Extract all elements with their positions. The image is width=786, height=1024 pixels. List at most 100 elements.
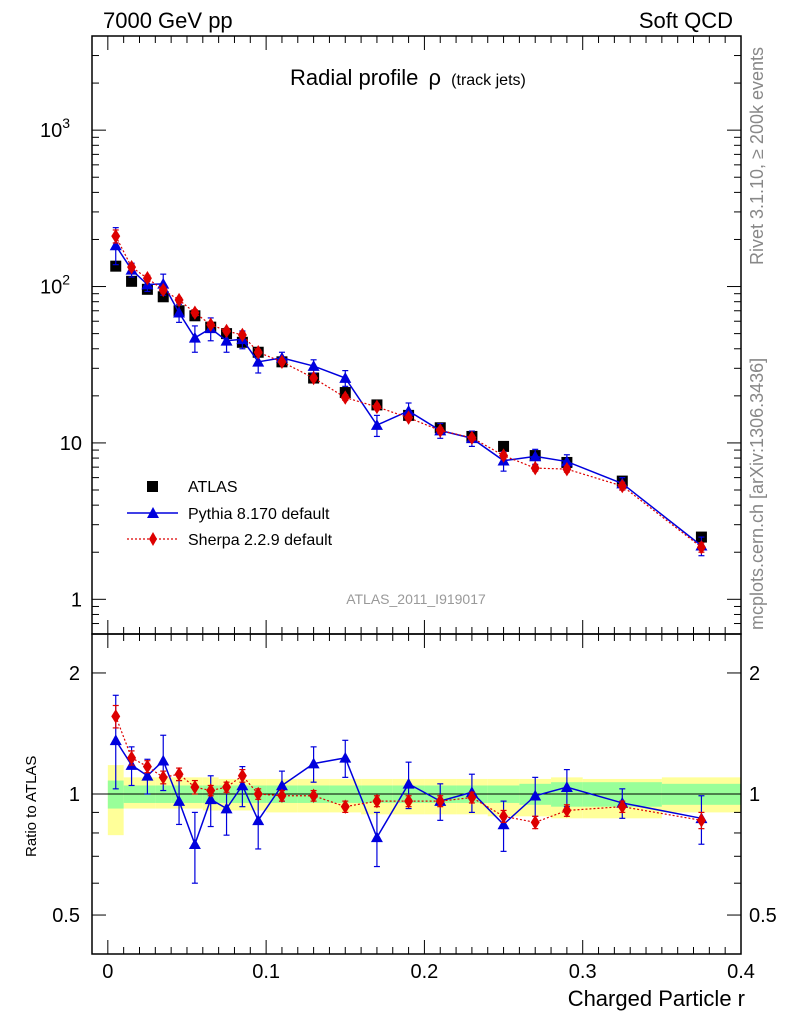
data-point-triangle: [204, 793, 217, 805]
x-axis-label: Charged Particle r: [568, 986, 745, 1011]
x-tick-label: 0: [102, 961, 113, 983]
y-tick-label: 10: [60, 433, 82, 455]
y-tick-label: 102: [40, 272, 70, 299]
data-point-triangle: [157, 754, 170, 766]
data-point-diamond: [617, 478, 627, 494]
legend-sherpa-marker: [149, 532, 157, 546]
data-point-diamond: [340, 799, 350, 814]
data-point-diamond: [174, 767, 184, 782]
y-tick-label-base: 10: [40, 277, 62, 299]
data-point-diamond: [237, 327, 247, 343]
data-point-triangle: [307, 360, 320, 371]
data-point-triangle: [236, 779, 249, 791]
ratio-stat-uncertainty-band: [107, 780, 124, 809]
data-point-diamond: [562, 803, 572, 818]
chart-title: Radial profile ρ (track jets): [290, 65, 526, 90]
legend-atlas-label: ATLAS: [188, 479, 238, 496]
data-point-diamond: [696, 813, 706, 828]
data-point-diamond: [404, 410, 414, 425]
series-line-diamond: [115, 716, 702, 823]
data-point-diamond: [309, 370, 319, 386]
ratio-y-tick-label-left: 1: [69, 784, 80, 806]
data-point-diamond: [190, 779, 200, 795]
data-point-diamond: [111, 228, 121, 244]
data-point-triangle: [307, 757, 320, 769]
legend: ATLAS Pythia 8.170 default Sherpa 2.2.9 …: [127, 479, 333, 549]
series-line-triangle: [115, 245, 702, 547]
data-point-triangle: [109, 734, 122, 746]
data-point-triangle: [529, 789, 542, 801]
data-point-diamond: [696, 540, 706, 555]
data-point-diamond: [372, 793, 382, 809]
data-point-diamond: [222, 323, 232, 339]
header-right-title: Soft QCD: [639, 8, 733, 33]
mcplots-label: mcplots.cern.ch [arXiv:1306.3436]: [747, 358, 767, 630]
data-point-diamond: [467, 790, 477, 805]
data-point-diamond: [253, 345, 263, 360]
chart-title-symbol: ρ: [429, 65, 442, 90]
y-tick-label: 1: [71, 589, 82, 611]
ratio-y-axis-label: Ratio to ATLAS: [23, 756, 40, 857]
data-point-diamond: [237, 768, 247, 783]
data-point-triangle: [220, 802, 233, 814]
y-tick-label-exponent: 3: [62, 115, 70, 131]
data-point-triangle: [252, 814, 265, 826]
data-point-diamond: [372, 399, 382, 415]
data-point-diamond: [158, 282, 168, 298]
ratio-y-tick-label-right: 2: [749, 663, 760, 685]
data-point-diamond: [309, 788, 319, 803]
data-point-square: [110, 260, 122, 272]
data-point-diamond: [530, 460, 540, 476]
data-point-triangle: [370, 831, 383, 843]
header-left-title: 7000 GeV pp: [103, 8, 233, 33]
ratio-y-tick-label-left: 0.5: [52, 905, 80, 927]
ratio-y-tick-label-right: 0.5: [749, 905, 777, 927]
x-tick-label: 0.4: [727, 961, 755, 983]
legend-pythia-marker: [147, 507, 159, 518]
data-point-triangle: [339, 751, 352, 763]
legend-atlas-marker: [147, 481, 158, 492]
data-point-diamond: [206, 783, 216, 798]
data-point-triangle: [188, 838, 201, 850]
data-point-diamond: [277, 788, 287, 803]
data-point-diamond: [277, 354, 287, 370]
data-point-triangle: [402, 405, 415, 416]
y-tick-label-base: 10: [40, 120, 62, 142]
data-point-diamond: [111, 709, 121, 724]
data-point-triangle: [141, 769, 154, 781]
data-point-diamond: [562, 461, 572, 477]
data-point-square: [126, 275, 138, 287]
data-point-diamond: [206, 317, 216, 332]
data-point-diamond: [142, 759, 152, 774]
chart-title-main: Radial profile: [290, 65, 418, 90]
x-tick-label: 0.1: [252, 961, 280, 983]
data-point-triangle: [109, 239, 122, 251]
data-point-diamond: [530, 815, 540, 830]
data-point-diamond: [617, 799, 627, 814]
ratio-y-tick-label-left: 2: [69, 663, 80, 685]
data-point-triangle: [275, 779, 288, 791]
legend-sherpa-label: Sherpa 2.2.9 default: [188, 532, 333, 549]
series-line-diamond: [115, 235, 702, 548]
data-point-diamond: [222, 779, 232, 795]
chart-title-suffix: (track jets): [451, 72, 526, 89]
analysis-id-label: ATLAS_2011_I919017: [346, 591, 486, 607]
y-tick-label: 103: [40, 115, 70, 142]
data-point-diamond: [174, 292, 184, 308]
data-point-triangle: [339, 372, 352, 383]
data-point-diamond: [190, 305, 200, 320]
data-point-triangle: [402, 777, 415, 789]
data-point-triangle: [173, 306, 186, 318]
data-point-diamond: [404, 793, 414, 809]
rivet-version-label: Rivet 3.1.10, ≥ 200k events: [747, 47, 767, 265]
data-point-triangle: [220, 334, 233, 346]
x-tick-label: 0.2: [411, 961, 439, 983]
data-point-diamond: [142, 271, 152, 286]
data-point-triangle: [252, 355, 265, 367]
data-point-triangle: [370, 419, 383, 430]
series-line-triangle: [115, 739, 702, 847]
data-point-triangle: [560, 781, 573, 792]
data-point-triangle: [529, 450, 542, 462]
